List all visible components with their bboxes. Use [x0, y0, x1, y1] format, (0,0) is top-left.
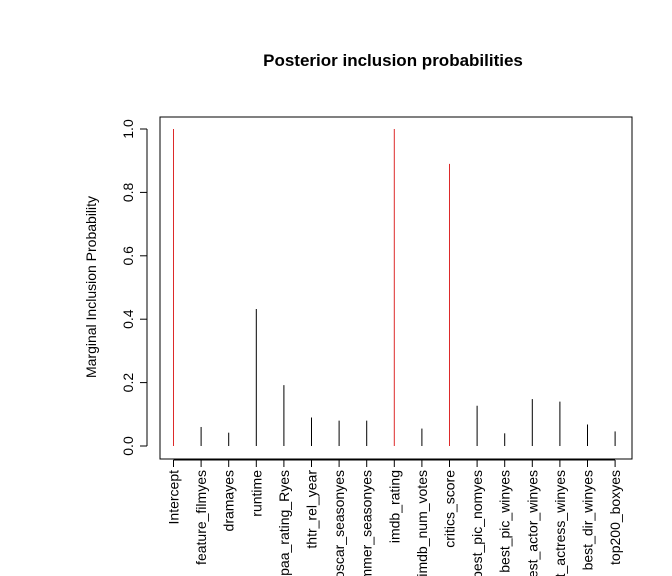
- x-tick-label: best_actress_winyes: [552, 470, 568, 576]
- x-tick-label: imdb_num_votes: [414, 470, 430, 576]
- bars: [173, 129, 616, 446]
- y-axis: 0.0 0.2 0.4 0.6 0.8 1.0: [120, 119, 148, 456]
- x-tick-label: oscar_seasonyes: [331, 470, 347, 576]
- x-tick-label: Intercept: [166, 470, 182, 525]
- y-tick-label: 0.2: [120, 373, 136, 393]
- y-tick-label: 0.0: [120, 436, 136, 456]
- x-tick-label: summer_seasonyes: [359, 470, 375, 576]
- x-tick-label: imdb_rating: [386, 470, 402, 543]
- plot-frame: [159, 116, 633, 460]
- x-tick-label: best_dir_winyes: [580, 470, 596, 570]
- y-tick-label: 0.4: [120, 309, 136, 329]
- x-tick-label: best_actor_winyes: [524, 470, 540, 576]
- x-tick-label: critics_score: [442, 470, 458, 548]
- x-tick-label: thtr_rel_year: [304, 470, 320, 549]
- x-tick-label: runtime: [248, 470, 264, 517]
- x-tick-label: top200_boxyes: [607, 470, 623, 565]
- x-axis: Intercept feature_filmyes dramayes runtime m…: [166, 459, 623, 576]
- x-tick-label: best_pic_winyes: [497, 470, 513, 573]
- x-tick-label: feature_filmyes: [193, 470, 209, 565]
- y-tick-label: 0.8: [120, 182, 136, 202]
- x-tick-label: dramayes: [221, 470, 237, 531]
- y-tick-label: 1.0: [120, 119, 136, 139]
- x-tick-label: best_pic_nomyes: [469, 470, 485, 576]
- y-axis-label: Marginal Inclusion Probability: [83, 196, 99, 378]
- x-tick-label: mpaa_rating_Ryes: [276, 470, 292, 576]
- y-tick-label: 0.6: [120, 246, 136, 266]
- chart-title: Posterior inclusion probabilities: [263, 51, 523, 70]
